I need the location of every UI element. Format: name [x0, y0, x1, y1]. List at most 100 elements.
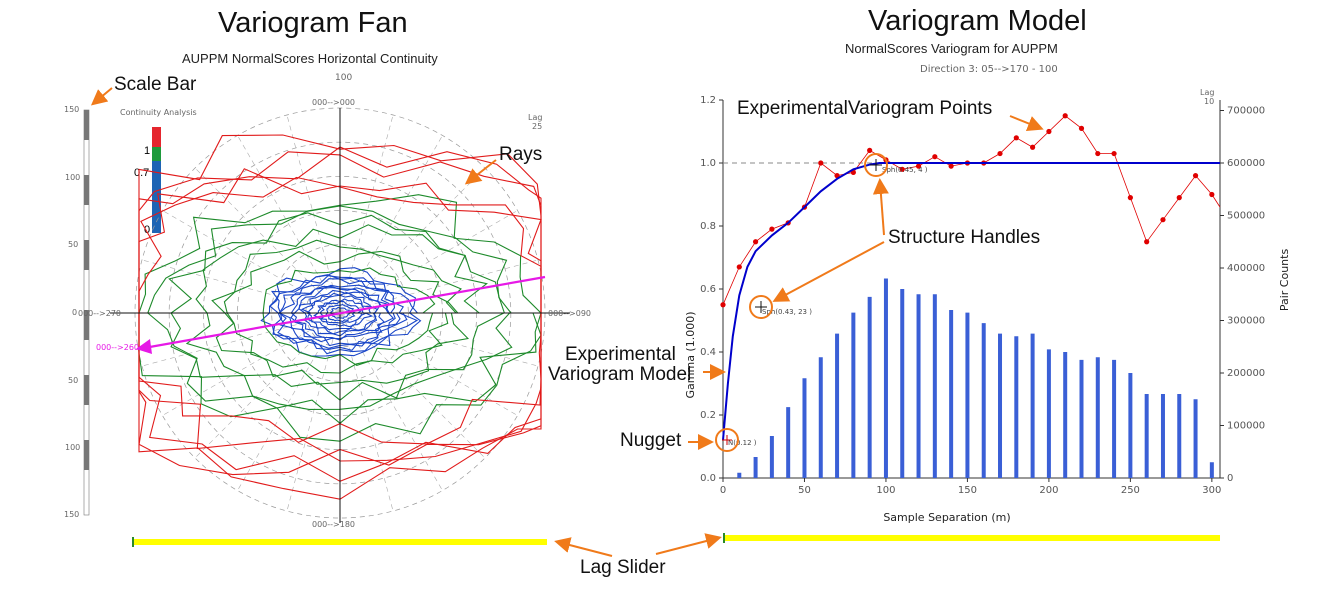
fan-lag-slider[interactable] [134, 539, 547, 545]
legend-tick: 1 [144, 145, 151, 157]
fan-grid-spoke [339, 135, 443, 314]
pair-count-bar [916, 294, 921, 478]
sph2-handle[interactable] [870, 159, 882, 171]
fan-contour-line [147, 205, 542, 425]
fan-grid-spoke [286, 312, 341, 512]
model-lag-value: 10 [1204, 97, 1215, 106]
callout-lag-slider: Lag Slider [580, 557, 666, 578]
experimental-point [736, 264, 742, 270]
experimental-point [1046, 128, 1052, 135]
pair-count-bar [1014, 336, 1019, 478]
pair-count-bar [965, 312, 970, 478]
fan-ray-arrowhead [136, 339, 152, 354]
callout-exp-model-line2: Variogram Model [548, 364, 692, 385]
pair-count-bar [835, 333, 840, 478]
pair-count-bar [949, 310, 954, 478]
callout-nugget: Nugget [620, 430, 682, 451]
experimental-point [1111, 150, 1117, 157]
callout-exp-model-line1: Experimental [565, 344, 676, 365]
x-tick-label: 200 [1039, 485, 1058, 496]
fan-dir-west: 000-->270 [78, 309, 122, 318]
fan-lag-value: 25 [532, 122, 543, 131]
y-axis-label: Gamma (1.000) [684, 311, 697, 398]
fan-grid-spoke [286, 114, 341, 314]
model-lag-slider-handle[interactable] [723, 533, 725, 543]
scale-tick-label: 0 [72, 308, 78, 317]
experimental-point [1160, 217, 1166, 223]
fan-grid-spoke [339, 312, 394, 512]
x-tick-label: 250 [1121, 485, 1140, 496]
pair-count-bar [753, 457, 758, 478]
model-lag-slider[interactable] [725, 535, 1220, 541]
fan-dir-south: 000-->180 [312, 520, 356, 529]
y-tick-label: 0.2 [700, 410, 716, 421]
callout-rays: Rays [499, 144, 543, 165]
nugget-handle-label: N(0.12 ) [728, 439, 757, 447]
continuity-legend [152, 127, 161, 233]
callout-exp-points: ExperimentalVariogram Points [737, 98, 993, 119]
nugget-highlight-circle [715, 428, 739, 452]
pair-count-bar [998, 333, 1003, 478]
model-title: Variogram Model [868, 5, 1087, 37]
fan-grid-spoke [339, 312, 518, 416]
fan-grid-spoke [194, 312, 341, 459]
y-tick-label: 1.2 [700, 95, 716, 106]
callout-structure-handles: Structure Handles [888, 227, 1041, 248]
x-tick-label: 300 [1202, 485, 1221, 496]
experimental-point [1209, 191, 1215, 198]
y2-tick-label: 200000 [1227, 368, 1265, 379]
experimental-point [1013, 135, 1019, 141]
sph1-handle[interactable] [755, 301, 767, 313]
x-tick-label: 50 [798, 485, 811, 496]
scale-bar[interactable] [60, 95, 100, 525]
x-tick-label: 150 [958, 485, 977, 496]
y2-tick-label: 600000 [1227, 158, 1265, 169]
pair-count-bar [981, 323, 986, 478]
pair-count-bar [867, 296, 872, 478]
fan-grid-spoke [141, 259, 341, 314]
variogram-model-chart[interactable]: 0 50 100 150 200 250 300 0.0 0.2 0.4 0.6 0.8 1.0 1.2 0… [650, 80, 1290, 530]
scale-tick-label: 100 [65, 443, 81, 452]
fan-lag-label: Lag [528, 113, 543, 122]
fan-grid-spoke [339, 312, 539, 367]
pair-count-bar [1177, 394, 1182, 478]
experimental-point [752, 239, 759, 245]
fan-grid-spoke [339, 114, 394, 314]
y2-tick-label: 400000 [1227, 263, 1265, 274]
fan-title: Variogram Fan [218, 7, 408, 39]
model-direction: Direction 3: 05-->170 - 100 [920, 64, 1058, 75]
pair-count-bar [1112, 359, 1117, 478]
y-tick-label: 1.0 [700, 158, 716, 169]
y2-tick-label: 500000 [1227, 211, 1265, 222]
nugget-handle[interactable] [722, 435, 732, 445]
experimental-point [1095, 150, 1101, 157]
model-tick-labels: 0 50 100 150 200 250 300 0.0 0.2 0.4 0.6 0.8 1.0 1.2 0… [700, 95, 1265, 496]
legend-tick: 0 [144, 224, 151, 236]
fan-lag-slider-handle[interactable] [132, 537, 134, 547]
sph2-handle-label: Sph(0.45, 4 ) [882, 166, 928, 174]
fan-grid-spoke [237, 135, 341, 314]
scale-tick-label: 100 [65, 173, 81, 182]
y2-tick-label: 0 [1227, 473, 1233, 484]
x-tick-label: 100 [876, 485, 895, 496]
scale-tick-label: 150 [64, 510, 80, 519]
callout-scale-bar: Scale Bar [114, 74, 197, 95]
fan-grid-spoke [339, 312, 486, 459]
pair-count-bar [932, 294, 937, 478]
fan-subtitle: AUPPM NormalScores Horizontal Continuity [182, 51, 438, 66]
experimental-variogram-series [720, 113, 1221, 308]
experimental-point [1144, 239, 1150, 245]
pair-count-bar [1046, 349, 1051, 478]
sph1-highlight-circle [749, 295, 773, 319]
model-subtitle: NormalScores Variogram for AUPPM [845, 41, 1058, 56]
fan-ray-line[interactable] [143, 275, 546, 350]
sph2-highlight-circle [864, 153, 888, 177]
fan-grid-spoke [141, 312, 341, 367]
pair-count-bar [883, 278, 888, 478]
pair-count-bar [802, 378, 807, 478]
variogram-fan-plot[interactable] [100, 78, 580, 528]
experimental-point [1062, 113, 1068, 119]
y-tick-label: 0.4 [700, 347, 716, 358]
experimental-point [834, 173, 840, 179]
fan-top-value: 100 [335, 73, 353, 83]
